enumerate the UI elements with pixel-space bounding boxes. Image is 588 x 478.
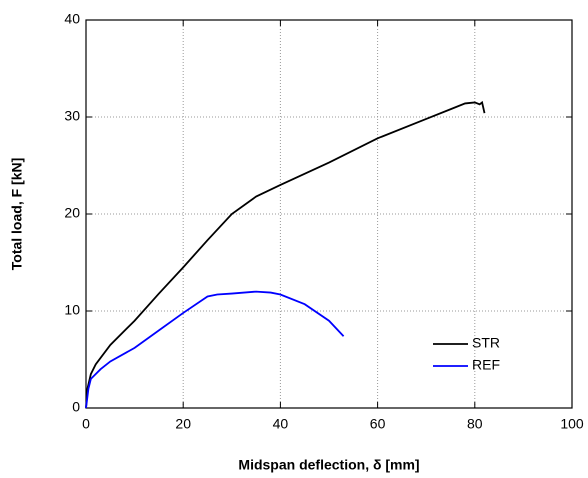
y-tick-label: 20 xyxy=(64,205,80,221)
legend-label: REF xyxy=(472,357,500,373)
x-tick-label: 100 xyxy=(560,416,584,432)
y-axis-title: Total load, F [kN] xyxy=(9,158,25,271)
y-tick-label: 10 xyxy=(64,302,80,318)
y-tick-label: 40 xyxy=(64,11,80,27)
x-tick-label: 40 xyxy=(273,416,289,432)
x-tick-label: 20 xyxy=(175,416,191,432)
y-tick-label: 30 xyxy=(64,108,80,124)
x-axis-title: Midspan deflection, δ [mm] xyxy=(238,457,419,473)
x-tick-label: 60 xyxy=(370,416,386,432)
series-line xyxy=(85,100,486,409)
y-tick-label: 0 xyxy=(72,399,80,415)
legend-label: STR xyxy=(472,335,500,351)
plot-frame xyxy=(85,19,573,409)
x-tick-label: 80 xyxy=(467,416,483,432)
series-line xyxy=(85,290,345,409)
x-tick-label: 0 xyxy=(82,416,90,432)
